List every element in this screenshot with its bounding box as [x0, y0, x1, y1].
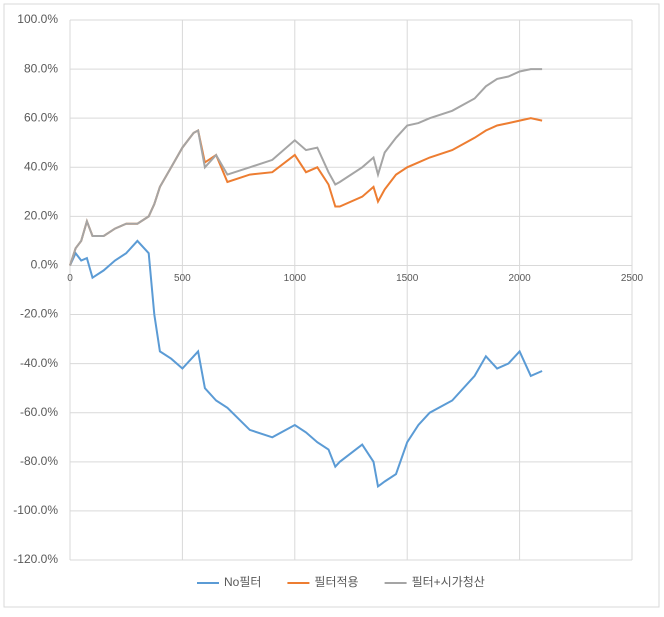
series-line	[69, 68, 543, 266]
y-tick-label: -80.0%	[20, 454, 58, 468]
x-tick-label: 0	[67, 273, 73, 284]
chart-border	[3, 3, 660, 608]
y-tick-label: -120.0%	[13, 552, 58, 566]
x-tick-label: 1500	[396, 273, 419, 284]
series-line	[69, 239, 543, 489]
y-tick-label: 40.0%	[24, 159, 58, 173]
y-tick-label: 0.0%	[31, 258, 59, 272]
y-tick-label: -20.0%	[20, 307, 58, 321]
y-tick-label: -40.0%	[20, 356, 58, 370]
x-tick-label: 500	[174, 273, 191, 284]
y-tick-label: 60.0%	[24, 110, 58, 124]
x-tick-label: 2500	[621, 273, 644, 284]
x-tick-label: 2000	[508, 273, 531, 284]
legend-label: No필터	[224, 575, 261, 589]
legend-label: 필터+시가청산	[412, 575, 485, 589]
y-tick-label: 20.0%	[24, 209, 58, 223]
legend-label: 필터적용	[314, 575, 358, 589]
y-tick-label: -60.0%	[20, 405, 58, 419]
y-tick-label: 100.0%	[17, 12, 58, 26]
y-tick-label: 80.0%	[24, 61, 58, 75]
x-tick-label: 1000	[284, 273, 307, 284]
y-tick-label: -100.0%	[13, 503, 58, 517]
